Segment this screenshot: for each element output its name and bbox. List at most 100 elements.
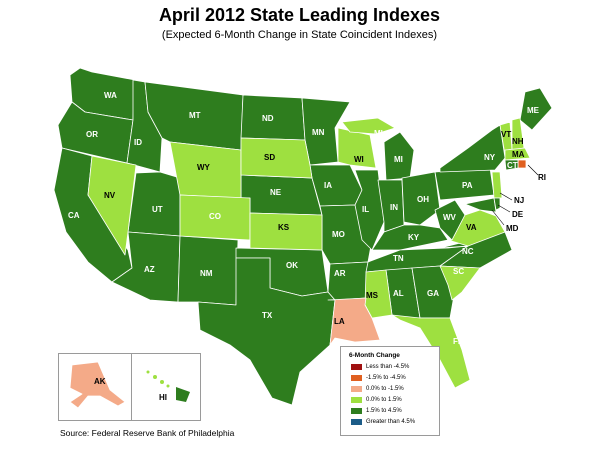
label-CT: CT <box>507 161 518 170</box>
label-RI: RI <box>538 173 546 182</box>
state-NY <box>439 124 506 173</box>
state-KY <box>371 224 449 251</box>
legend-item: -1.5% to -4.5% <box>351 375 406 384</box>
state-VA <box>447 209 506 247</box>
state-DE <box>493 197 501 211</box>
legend-swatch <box>351 375 362 381</box>
legend-item: 0.0% to -1.5% <box>351 386 404 395</box>
label-OR: OR <box>86 130 98 139</box>
label-IN: IN <box>390 203 398 212</box>
label-MD: MD <box>506 224 519 233</box>
label-MT: MT <box>189 111 201 120</box>
label-MN: MN <box>312 128 325 137</box>
state-MA <box>504 147 531 161</box>
states-dark-green <box>53 67 553 406</box>
label-UT: UT <box>152 205 163 214</box>
de-leader-line <box>497 204 511 213</box>
states-light-green <box>87 117 531 389</box>
state-SC <box>439 265 481 301</box>
label-MS: MS <box>366 291 379 300</box>
label-AZ: AZ <box>144 265 155 274</box>
map-subtitle: (Expected 6-Month Change in State Coinci… <box>161 29 438 41</box>
state-KS <box>249 212 323 251</box>
label-CO: CO <box>209 212 221 221</box>
states-orange <box>517 159 527 169</box>
label-MI: MI <box>394 155 403 164</box>
legend-label: 0.0% to -1.5% <box>366 386 404 392</box>
state-WI <box>337 127 377 169</box>
state-UT <box>127 171 181 237</box>
states-salmon <box>327 297 381 346</box>
label-NC: NC <box>462 247 474 256</box>
label-TX: TX <box>262 311 273 320</box>
label-TN: TN <box>393 254 404 263</box>
label-PA: PA <box>462 181 473 190</box>
label-AL: AL <box>393 289 404 298</box>
label-DE: DE <box>512 210 524 219</box>
state-labels: WA OR CA ID NV MT WY UT AZ CO NM ND SD N… <box>68 91 546 402</box>
legend-label: Greater than 4.5% <box>366 419 416 425</box>
nj-leader-line <box>499 192 513 201</box>
label-KY: KY <box>408 233 420 242</box>
label-AR: AR <box>334 269 346 278</box>
label-NH: NH <box>512 137 524 146</box>
label-IA: IA <box>324 181 332 190</box>
label-WA: WA <box>104 91 117 100</box>
legend-label: 1.5% to 4.5% <box>366 408 402 414</box>
legend-label: 0.0% to 1.5% <box>366 397 402 403</box>
state-CT <box>504 159 519 171</box>
label-WY: WY <box>197 163 211 172</box>
legend-label: -1.5% to -4.5% <box>366 375 406 381</box>
map-title: April 2012 State Leading Indexes <box>158 5 441 25</box>
legend-title: 6-Month Change <box>349 352 400 359</box>
label-ND: ND <box>262 114 274 123</box>
label-OK: OK <box>286 261 298 270</box>
label-WV: WV <box>443 213 457 222</box>
label-MI-UP: MI <box>374 129 383 138</box>
state-GA <box>411 265 456 319</box>
state-NE <box>240 174 323 216</box>
label-KS: KS <box>278 223 290 232</box>
legend-item: 1.5% to 4.5% <box>351 408 402 417</box>
label-ID: ID <box>134 138 142 147</box>
label-IL: IL <box>362 205 369 214</box>
legend-item: Less than -4.5% <box>351 364 409 373</box>
label-WI: WI <box>354 155 364 164</box>
state-FL <box>391 314 471 389</box>
state-AK <box>69 361 126 409</box>
label-VT: VT <box>501 130 511 139</box>
label-SC: SC <box>453 267 464 276</box>
legend-label: Less than -4.5% <box>366 364 410 370</box>
state-NV <box>87 155 137 256</box>
source-note: Source: Federal Reserve Bank of Philadel… <box>60 428 235 438</box>
label-NJ: NJ <box>514 196 524 205</box>
ri-leader-line <box>527 164 539 176</box>
legend-swatch <box>351 364 362 370</box>
label-NE: NE <box>270 188 282 197</box>
state-NJ <box>491 171 503 199</box>
label-MA: MA <box>512 150 525 159</box>
label-ME: ME <box>527 106 540 115</box>
label-GA: GA <box>427 289 439 298</box>
legend-item: Greater than 4.5% <box>351 419 415 428</box>
state-TX <box>197 257 336 406</box>
legend-swatch <box>351 386 362 392</box>
state-SD <box>240 137 313 179</box>
label-NY: NY <box>484 153 496 162</box>
legend-item: 0.0% to 1.5% <box>351 397 402 406</box>
label-FL: FL <box>453 337 463 346</box>
legend-swatch <box>351 397 362 403</box>
state-ME <box>519 87 553 131</box>
state-RI <box>517 159 527 169</box>
legend: 6-Month Change Less than -4.5% -1.5% to … <box>340 346 440 436</box>
inset-divider <box>131 353 132 421</box>
md-leader-line <box>491 209 505 226</box>
label-MO: MO <box>332 230 345 239</box>
label-CA: CA <box>68 211 80 220</box>
legend-swatch <box>351 419 362 425</box>
legend-swatch <box>351 408 362 414</box>
inset-frame <box>58 353 201 421</box>
label-VA: VA <box>466 223 477 232</box>
label-SD: SD <box>264 153 275 162</box>
